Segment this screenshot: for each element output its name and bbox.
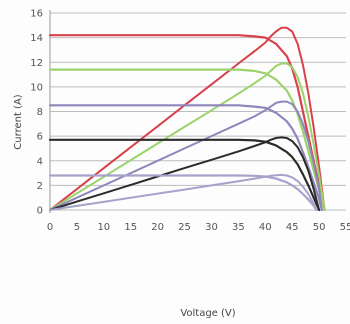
x-tick-label: 5	[74, 222, 80, 233]
y-tick-label: 14	[30, 33, 43, 44]
y-tick-label: 16	[30, 9, 43, 20]
x-tick-label: 45	[286, 222, 299, 233]
y-tick-label: 8	[37, 107, 43, 118]
x-tick-label: 0	[47, 222, 53, 233]
x-tick-label: 20	[151, 222, 164, 233]
series-line-current-4	[48, 104, 323, 212]
series-line-current-8	[48, 174, 318, 212]
series-line-current-2	[48, 68, 326, 212]
x-tick-label: 55	[340, 222, 350, 233]
x-tick-label: 15	[124, 222, 137, 233]
x-tick-label: 40	[259, 222, 272, 233]
y-axis-title: Current (A)	[13, 94, 24, 149]
y-tick-label: 2	[37, 181, 43, 192]
series-line-power-9	[49, 173, 318, 211]
series-line-power-7	[49, 136, 321, 211]
series-line-power-3	[49, 62, 326, 211]
x-tick-label: 30	[205, 222, 218, 233]
y-tick-label: 12	[30, 58, 43, 69]
series-line-power-5	[49, 100, 323, 211]
y-tick-labels: 0 2 4 6 8 10 12 14 16	[30, 9, 43, 217]
y-tick-label: 10	[30, 82, 43, 93]
series-line-current-0	[48, 34, 326, 212]
x-tick-label: 10	[97, 222, 110, 233]
grid-lines	[50, 12, 346, 211]
y-tick-label: 6	[37, 132, 43, 143]
x-tick-label: 50	[313, 222, 326, 233]
x-tick-label: 25	[178, 222, 191, 233]
x-axis-title: Voltage (V)	[180, 308, 235, 319]
y-tick-label: 0	[37, 206, 43, 217]
y-tick-label: 4	[37, 156, 43, 167]
x-tick-label: 35	[232, 222, 245, 233]
x-tick-labels: 0 5 10 15 20 25 30 35 40 45 50 55	[47, 222, 350, 233]
series-line-current-6	[48, 138, 321, 212]
series-lines	[48, 26, 326, 212]
